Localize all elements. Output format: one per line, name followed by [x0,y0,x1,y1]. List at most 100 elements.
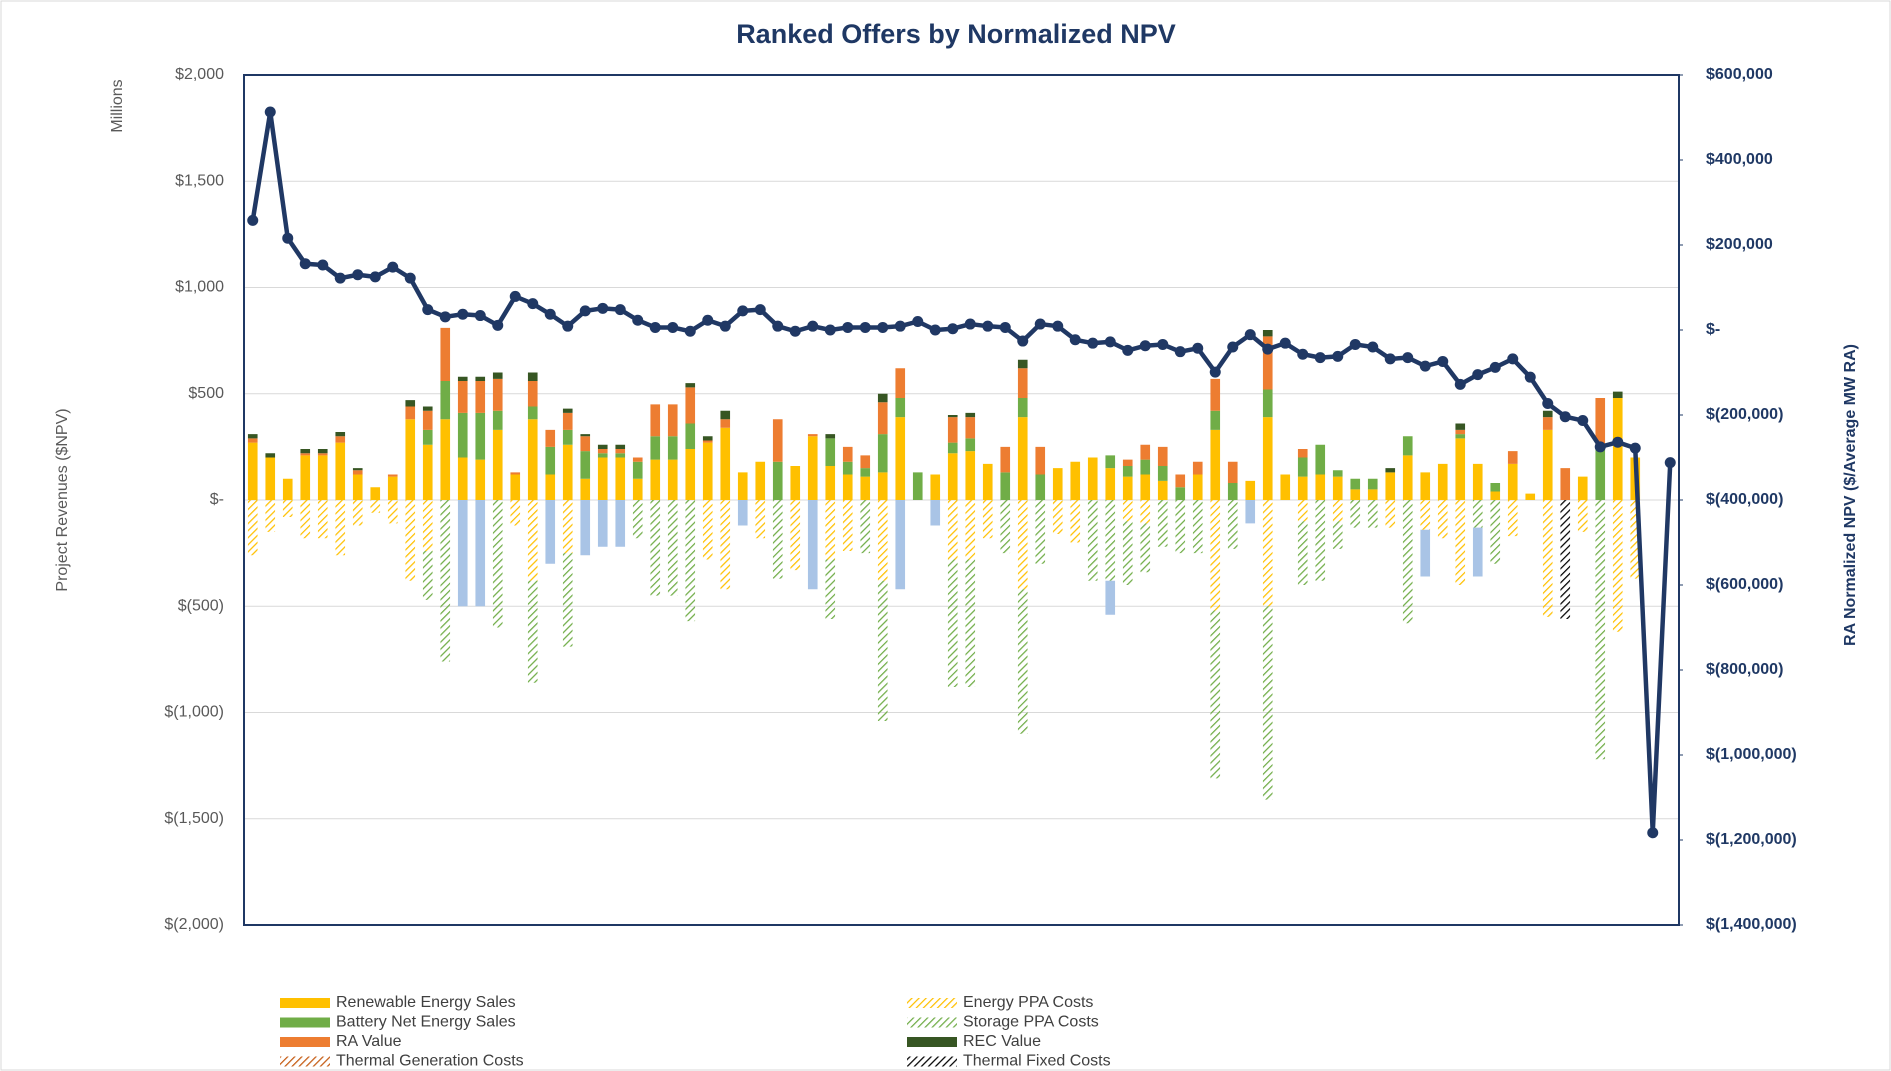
y2-tick-label: $400,000 [1706,151,1773,168]
bar-segment [1315,474,1326,500]
bar-segment [1227,500,1238,549]
bar-segment [1455,423,1466,430]
legend-swatch [907,1056,957,1067]
bar-segment [842,500,853,551]
bar-segment [580,500,591,556]
bar-segment [317,455,328,500]
line-marker [737,305,749,317]
line-marker [789,325,801,337]
bar-segment [825,438,836,466]
bar-segment [702,436,713,441]
bar-segment [1315,500,1326,581]
line [250,109,1673,836]
line-marker [649,321,661,333]
bar-segment [300,455,311,500]
y-tick-label: $2,000 [175,66,224,83]
bar-segment [387,476,398,500]
bar-segment [300,449,311,454]
line-marker [1594,441,1606,453]
bar-segment [1052,500,1063,534]
bar-segment [1122,521,1133,585]
bar-segment [1210,610,1221,779]
bar-segment [737,500,748,526]
line-marker [247,214,259,226]
bar-segment [615,449,626,454]
legend-swatch [907,1017,957,1028]
line-marker [282,232,294,244]
bar-segment [405,406,416,420]
bar-segment [597,457,608,500]
bar-segment [912,472,923,500]
line-marker [1507,353,1519,365]
bar-segment [1245,480,1256,500]
bar-segment [387,500,398,524]
bar-segment [1035,500,1046,564]
bar-segment [755,461,766,500]
line-marker [597,302,609,314]
bar-segment [1455,434,1466,439]
bar-segment [1542,417,1553,430]
line-marker [1087,337,1099,349]
bar-segment [930,500,941,526]
bar-segment [282,500,293,517]
line-marker [702,314,714,326]
bar-segment [1245,500,1256,524]
bar-segment [1140,444,1151,460]
bar-segment [825,434,836,439]
line-marker [1104,336,1116,348]
bar-segment [1490,483,1501,492]
bar-segment [685,383,696,388]
bar-segment [1262,330,1273,337]
bar-segment [457,457,468,500]
bar-segment [1385,500,1396,528]
bar-segment [580,436,591,452]
legend-label: Battery Net Energy Sales [336,1014,516,1031]
bar-segment [1210,378,1221,411]
bar-segment [265,500,276,532]
bar-segment [1017,589,1028,734]
bar-segment [352,474,363,500]
y2-tick-label: $(400,000) [1706,491,1783,508]
bar-segment [877,580,888,721]
bar-segment [702,500,713,560]
line-marker [474,310,486,322]
bar-segment [475,412,486,460]
bar-segment [825,559,836,619]
bar-segment [335,436,346,443]
bar-segment [562,500,573,554]
bar-segment [650,459,661,500]
bar-segment [895,500,906,590]
legend-swatch [280,998,330,1008]
line-marker [334,272,346,284]
bar-segment [422,410,433,430]
bar-segment [1367,489,1378,500]
bar-segment [650,404,661,437]
bar-segment [1210,429,1221,500]
bar-segment [615,500,626,547]
bar-segment [615,453,626,458]
bar-segment [1262,389,1273,418]
line-marker [369,271,381,283]
bar-segment [335,500,346,556]
bar-segment [1192,474,1203,500]
bar-segment [1472,527,1483,577]
bar-segment [335,442,346,500]
bar-segment [317,453,328,456]
line-marker [1524,371,1536,383]
bar-segment [405,500,416,581]
bar-segment [1140,474,1151,500]
bar-segment [1332,476,1343,500]
bar-segment [685,449,696,500]
line-marker [1017,335,1029,347]
bar-segment [1350,478,1361,490]
bar-segment [1122,500,1133,522]
bar-segment [877,500,888,581]
line-marker [1279,337,1291,349]
line-marker [1349,338,1361,350]
bar-segment [475,376,486,381]
bar-segment [947,415,958,418]
line-marker [929,324,941,336]
bar-segment [650,436,661,460]
bar-segment [527,406,538,420]
bar-segment [1402,455,1413,500]
